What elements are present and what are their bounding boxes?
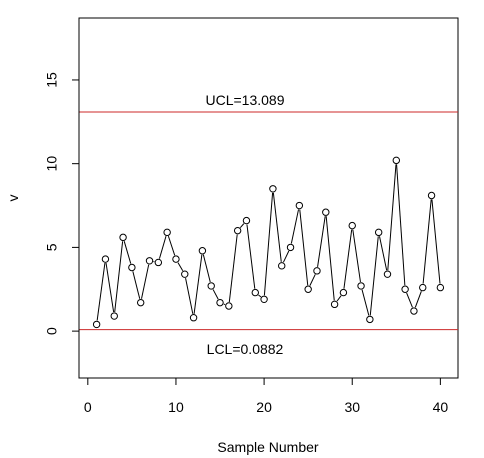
series-segment (105, 262, 115, 313)
x-tick-label: 0 (84, 399, 92, 415)
data-point (163, 228, 171, 237)
series-segment (132, 271, 141, 299)
y-tick-label: 0 (44, 327, 60, 335)
series-segment (258, 294, 262, 298)
data-point (339, 288, 348, 297)
series-segment (193, 254, 203, 314)
data-point (260, 295, 268, 304)
series-segment (317, 216, 326, 267)
data-point (330, 300, 339, 309)
data-point (278, 262, 286, 270)
data-point (119, 233, 127, 242)
series-segment (167, 235, 176, 256)
series-segment (343, 229, 353, 289)
series-segment (299, 209, 309, 286)
data-point (145, 257, 154, 265)
ucl-label: UCL=13.089 (205, 92, 284, 108)
x-tick-label: 10 (168, 399, 184, 415)
data-point (233, 226, 242, 235)
data-point (172, 255, 180, 263)
y-tick-label: 5 (44, 243, 60, 251)
data-point (419, 283, 427, 292)
y-tick-label: 10 (44, 156, 60, 172)
data-point (216, 298, 224, 307)
series-segment (325, 216, 335, 301)
series-segment (223, 303, 226, 306)
data-series (92, 156, 445, 329)
series-segment (431, 199, 441, 284)
series-segment (272, 192, 282, 262)
series-segment (246, 224, 256, 289)
data-point (286, 243, 295, 252)
series-segment (123, 241, 132, 264)
x-axis: 0 10 20 30 40 (84, 377, 449, 415)
data-point (383, 270, 392, 278)
series-segment (177, 262, 184, 271)
x-tick-label: 20 (256, 399, 272, 415)
data-point (154, 258, 163, 267)
data-point (225, 302, 233, 310)
data-point (366, 315, 374, 324)
data-point (92, 320, 101, 329)
y-axis-title: v (5, 195, 21, 202)
data-point (181, 270, 189, 278)
data-point (304, 285, 312, 293)
series-segment (369, 236, 379, 316)
control-limits (79, 111, 458, 331)
series-segment (263, 192, 274, 296)
data-point (295, 201, 304, 210)
data-point (427, 191, 436, 200)
x-tick-label: 30 (344, 399, 360, 415)
data-point (110, 312, 118, 320)
series-segment (352, 229, 361, 283)
data-point (436, 283, 445, 292)
data-point (207, 282, 215, 290)
data-point (251, 288, 259, 297)
data-point (348, 221, 356, 230)
y-tick-label: 15 (44, 72, 60, 88)
series-segment (387, 164, 397, 271)
data-point (101, 255, 110, 263)
series-segment (96, 263, 106, 321)
series-segment (114, 241, 124, 313)
series-segment (228, 234, 238, 303)
series-segment (422, 199, 432, 284)
data-point (313, 267, 321, 275)
series-segment (406, 292, 413, 308)
data-point (322, 208, 330, 216)
series-segment (361, 289, 370, 316)
x-axis-title: Sample Number (217, 439, 318, 455)
series-segment (202, 254, 211, 283)
series-segment (185, 278, 194, 314)
series-segment (309, 274, 316, 286)
series-segment (336, 295, 342, 302)
data-point (374, 228, 383, 237)
data-point (198, 247, 207, 255)
x-tick-label: 40 (433, 399, 449, 415)
data-point (128, 263, 136, 272)
series-segment (239, 223, 245, 228)
series-segment (414, 291, 422, 308)
lcl-label: LCL=0.0882 (207, 341, 284, 357)
data-point (401, 285, 409, 293)
data-point (269, 185, 277, 193)
data-point (189, 314, 198, 322)
series-segment (282, 250, 290, 263)
data-point (136, 298, 145, 307)
series-segment (141, 264, 150, 299)
series-segment (396, 164, 406, 286)
series-segment (212, 289, 219, 300)
data-point (410, 307, 418, 315)
data-point (242, 216, 251, 225)
series-segment (158, 236, 167, 259)
series-segment (379, 236, 388, 271)
y-axis: 0 5 10 15 (44, 72, 80, 335)
data-point (357, 282, 365, 290)
plot-frame (78, 17, 459, 379)
series-segment (290, 209, 300, 244)
data-point (392, 156, 401, 165)
